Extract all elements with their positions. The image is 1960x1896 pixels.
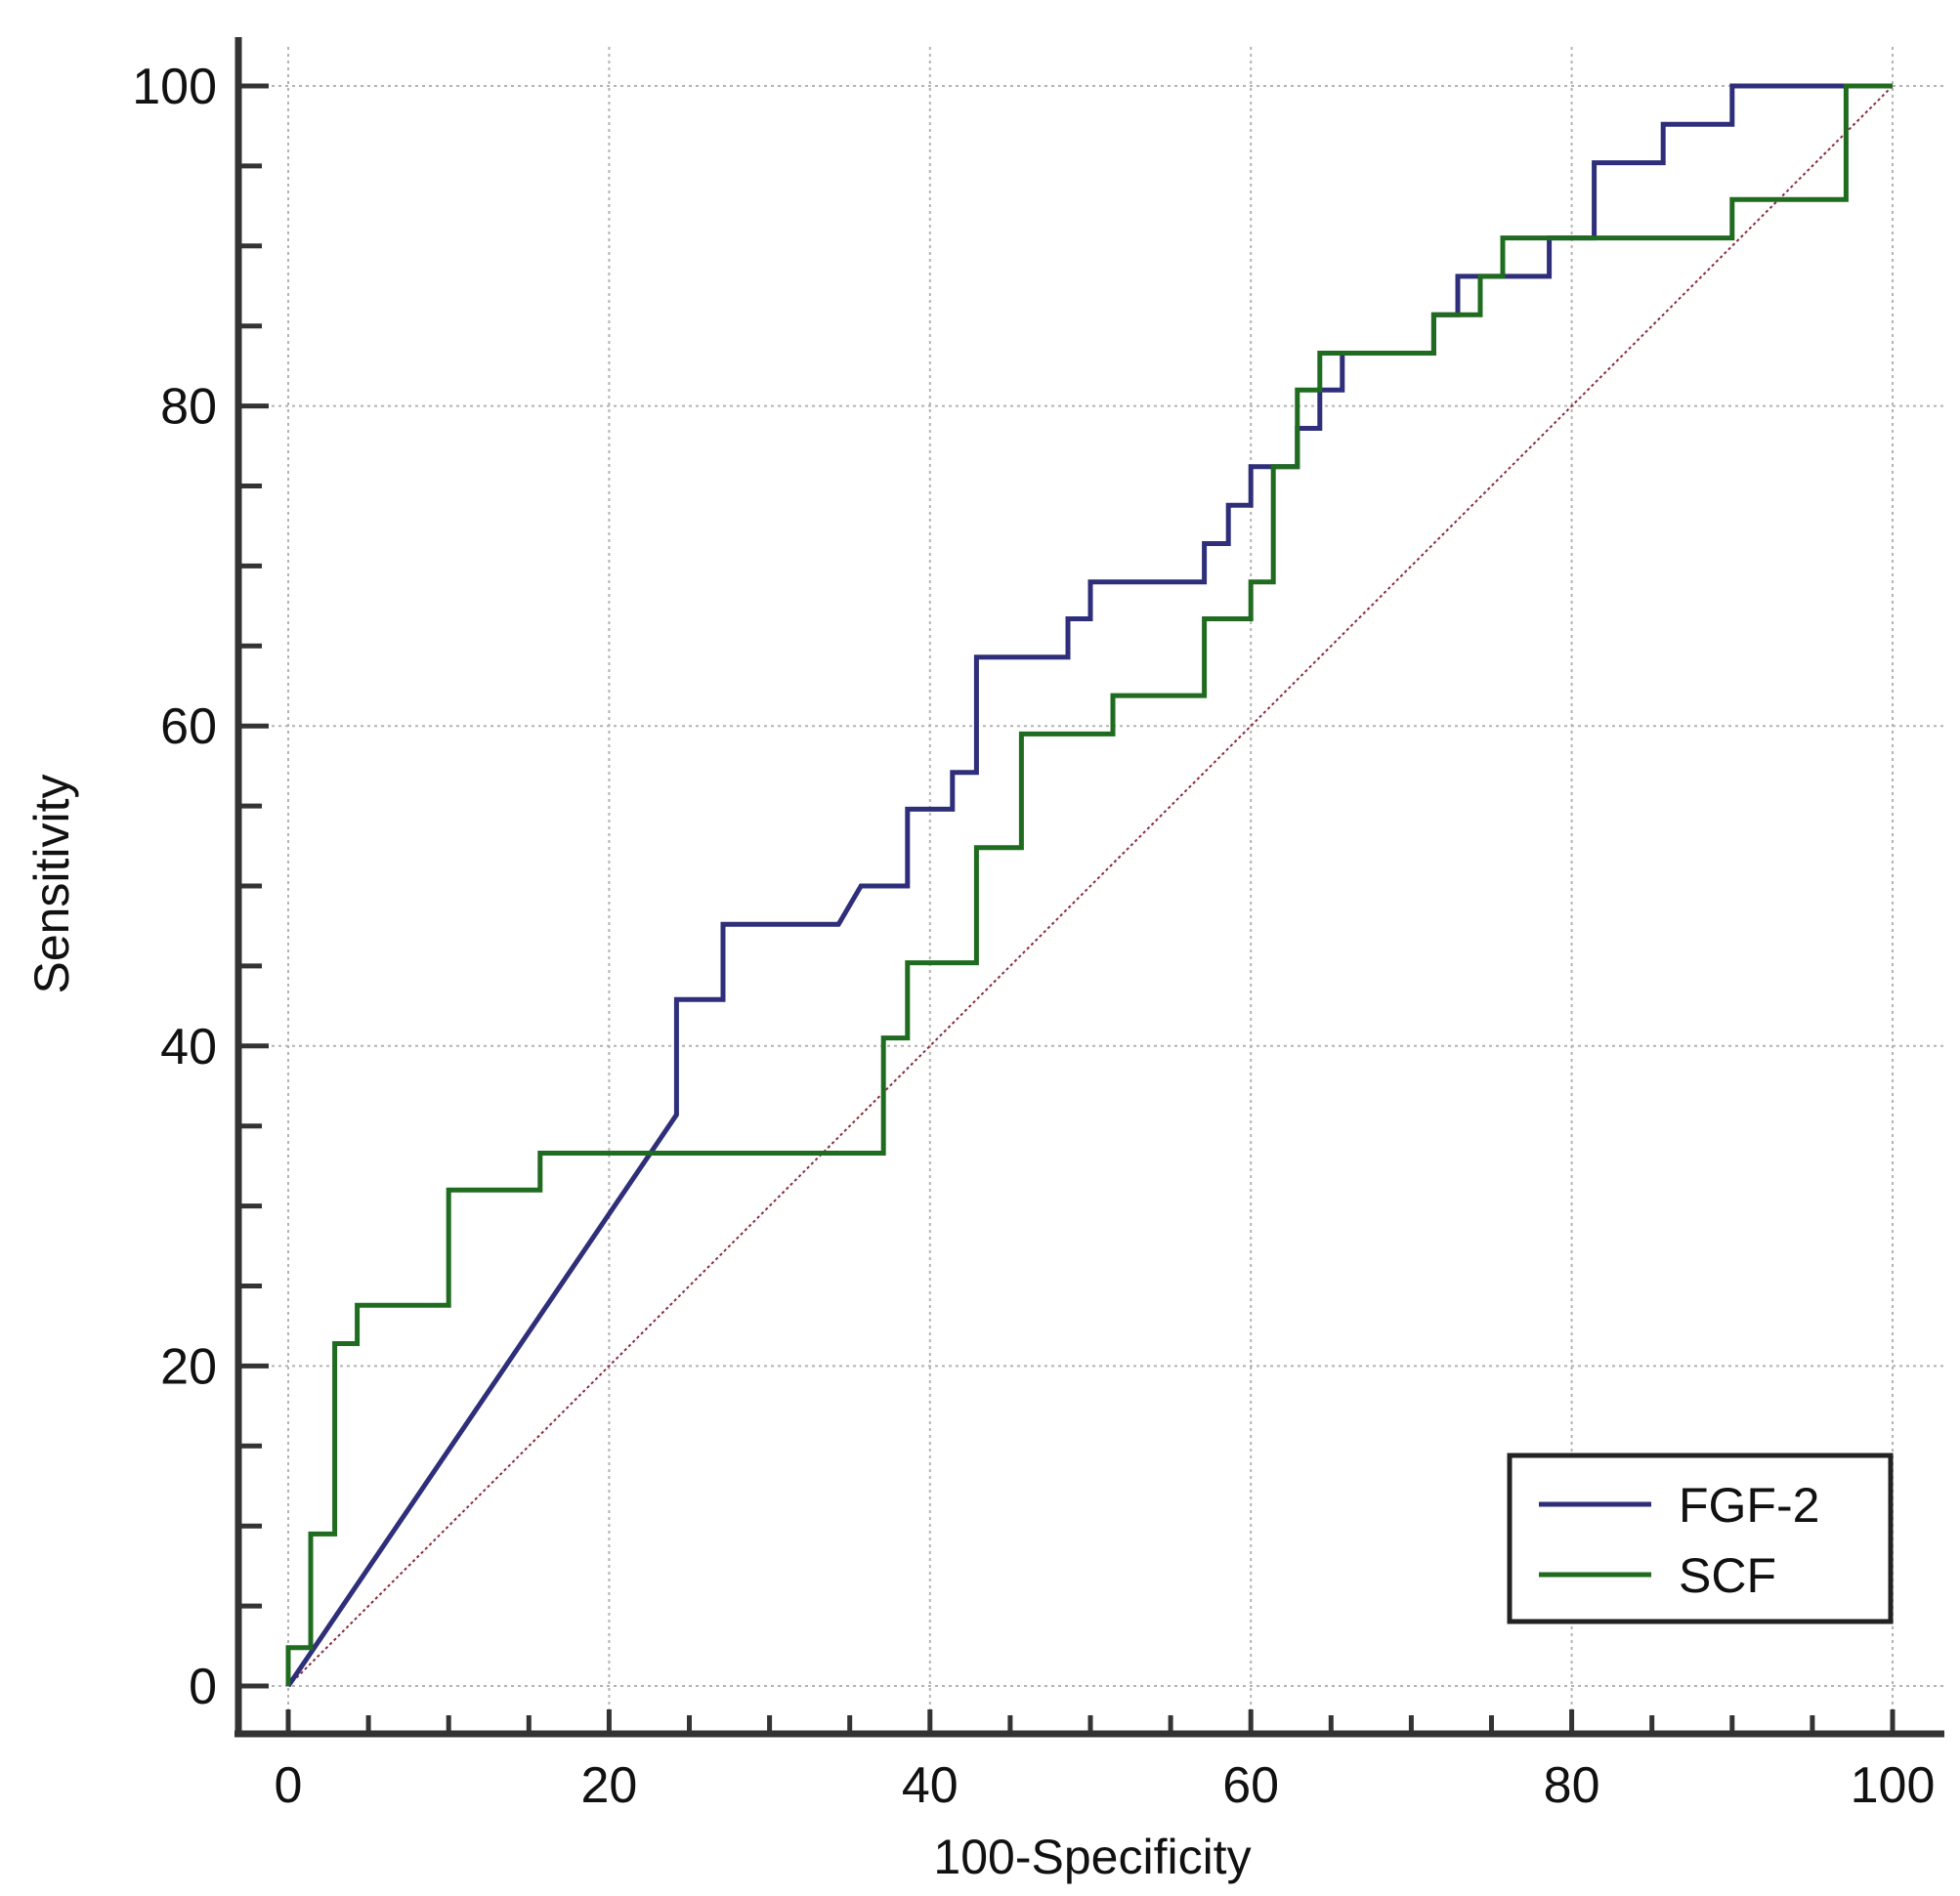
reference-diagonal-line: [287, 85, 1894, 1687]
y-tick-label: 0: [189, 1659, 217, 1715]
x-tick-label: 100: [1851, 1757, 1936, 1814]
legend-box: [1507, 1453, 1894, 1624]
y-tick-label: 80: [160, 379, 217, 436]
legend-label-scf: SCF: [1679, 1548, 1776, 1603]
series-group: [285, 83, 1893, 1688]
y-tick-label: 60: [160, 698, 217, 755]
reference-line-group: [287, 85, 1894, 1687]
x-tick-label: 60: [1222, 1757, 1279, 1814]
x-tick-label: 0: [275, 1757, 303, 1814]
legend: FGF-2 SCF: [1507, 1453, 1894, 1624]
legend-label-fgf-2: FGF-2: [1679, 1478, 1819, 1533]
ticks: 0 20 40 60 80 100 0 20 40 60 80 100: [132, 59, 1935, 1814]
y-axis-title: Sensitivity: [24, 774, 79, 993]
x-tick-label: 40: [902, 1757, 959, 1814]
x-tick-label: 20: [580, 1757, 637, 1814]
y-tick-label: 100: [132, 59, 217, 115]
grid: [244, 47, 1944, 1731]
y-tick-label: 40: [160, 1019, 217, 1075]
series-line-scf: [285, 83, 1893, 1686]
x-axis-title: 100-Specificity: [933, 1830, 1251, 1884]
y-tick-label: 20: [160, 1338, 217, 1395]
x-tick-label: 80: [1544, 1757, 1600, 1814]
